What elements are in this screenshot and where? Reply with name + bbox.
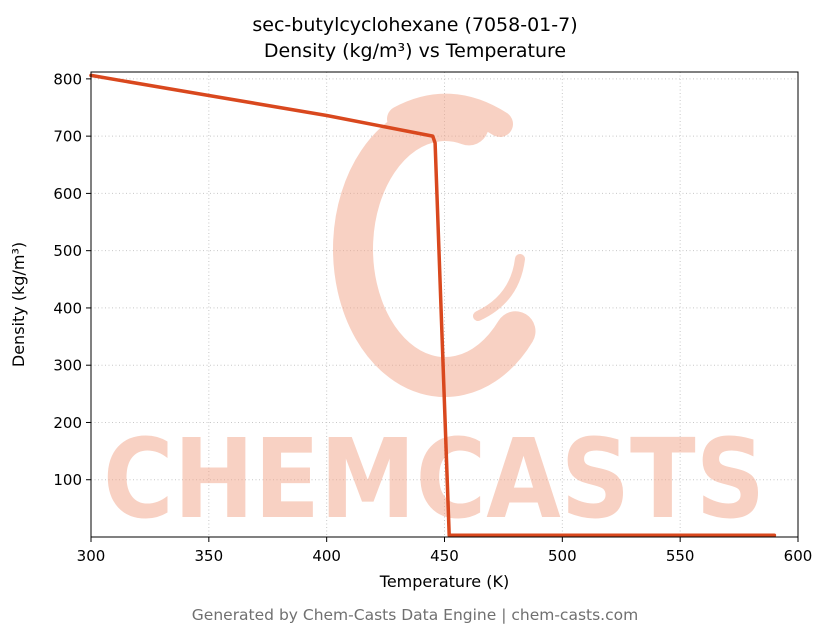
x-tick-label: 600 bbox=[784, 547, 813, 565]
x-tick-label: 300 bbox=[77, 547, 106, 565]
y-tick-label: 700 bbox=[53, 128, 82, 146]
watermark-text: CHEMCASTS bbox=[103, 415, 765, 543]
x-tick-label: 350 bbox=[195, 547, 224, 565]
chart-title-line2: Density (kg/m³) vs Temperature bbox=[263, 40, 567, 62]
y-tick-label: 600 bbox=[53, 185, 82, 203]
x-tick-label: 450 bbox=[430, 547, 459, 565]
y-tick-label: 200 bbox=[53, 414, 82, 432]
y-tick-label: 300 bbox=[53, 357, 82, 375]
y-tick-label: 800 bbox=[53, 70, 82, 88]
y-tick-label: 500 bbox=[53, 242, 82, 260]
axes-layer: 300 350 400 450 500 550 600 100 200 300 400 500 600 7… bbox=[9, 70, 812, 591]
footer-credit: Generated by Chem-Casts Data Engine | ch… bbox=[191, 606, 639, 624]
y-tick-label: 100 bbox=[53, 471, 82, 489]
x-tick-label: 500 bbox=[548, 547, 577, 565]
x-axis-label: Temperature (K) bbox=[379, 572, 509, 591]
x-tick-label: 550 bbox=[666, 547, 695, 565]
watermark-logo-blob bbox=[387, 93, 513, 137]
x-tick-label: 400 bbox=[312, 547, 341, 565]
series-layer bbox=[89, 73, 777, 538]
chart-title-line1: sec-butylcyclohexane (7058-01-7) bbox=[252, 14, 578, 36]
watermark: CHEMCASTS bbox=[103, 93, 765, 543]
y-axis-label: Density (kg/m³) bbox=[9, 242, 28, 367]
density-line bbox=[89, 73, 777, 538]
chart-title: sec-butylcyclohexane (7058-01-7) Density… bbox=[0, 12, 830, 64]
watermark-logo-inner bbox=[473, 254, 525, 321]
y-tick-label: 400 bbox=[53, 299, 82, 317]
chart-svg: CHEMCASTS 300 350 400 450 500 550 600100200300… bbox=[9, 70, 812, 591]
